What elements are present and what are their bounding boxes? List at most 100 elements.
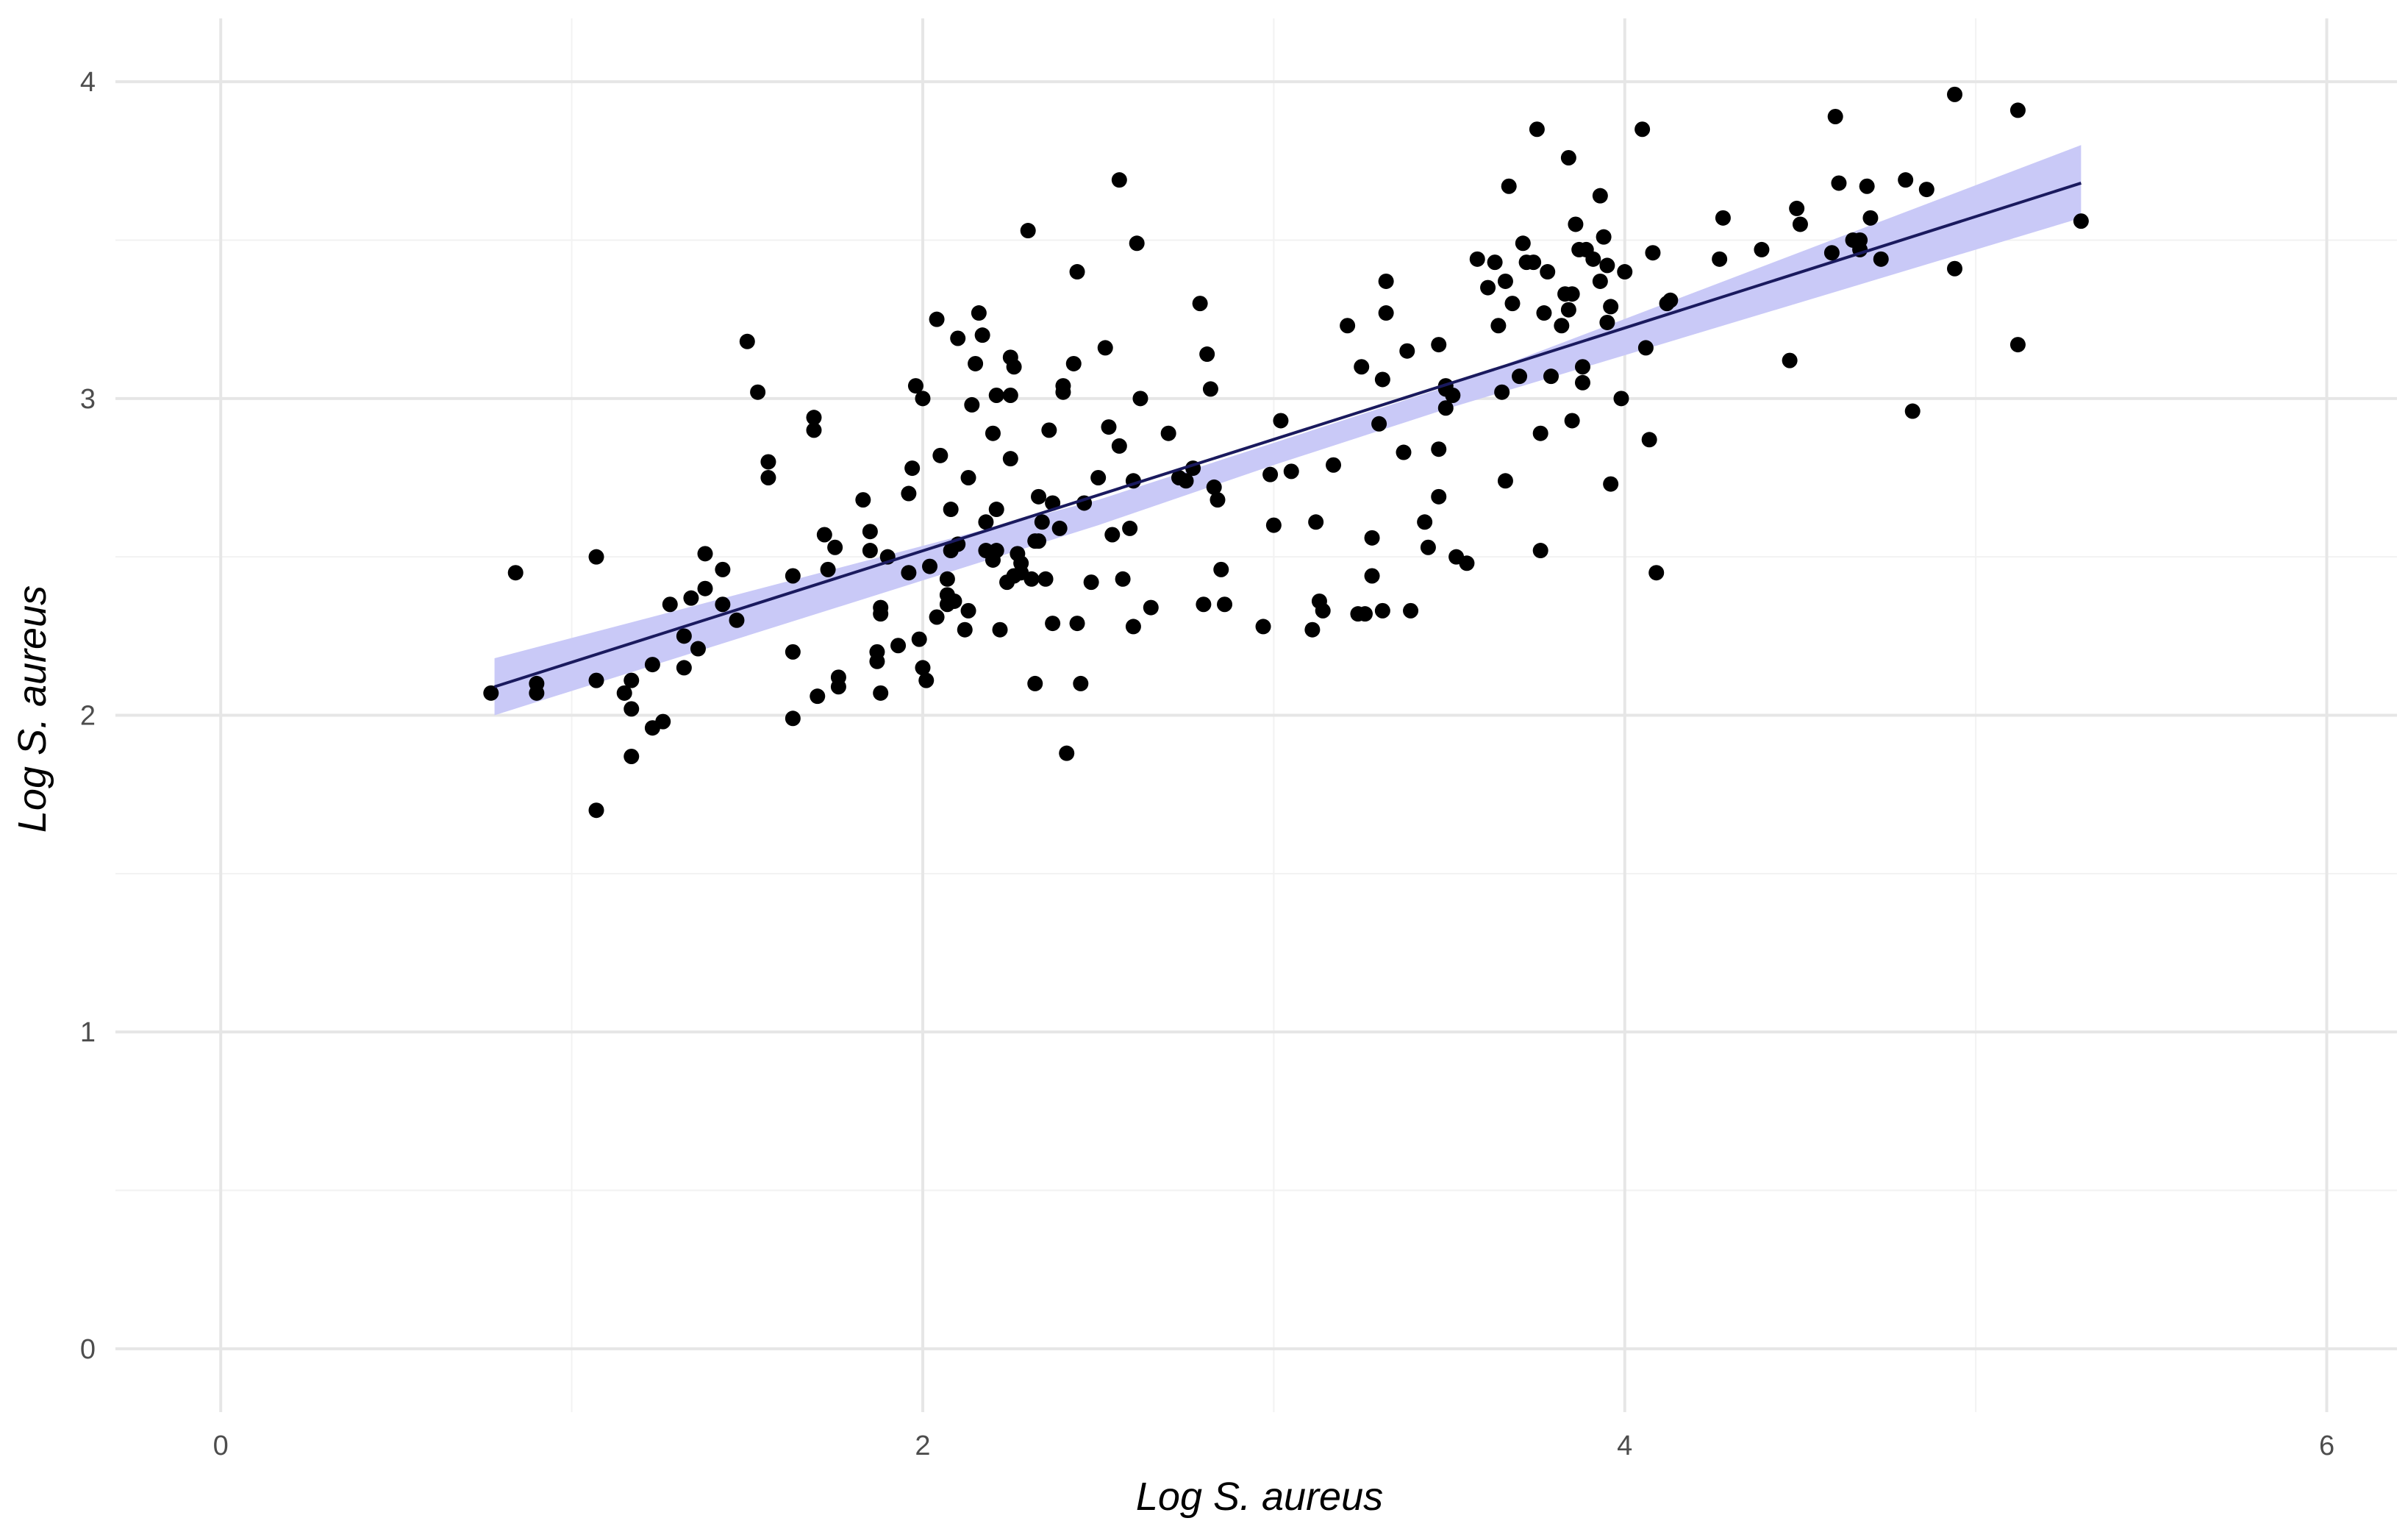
y-tick-label: 1	[80, 1017, 96, 1048]
data-point	[1596, 229, 1612, 245]
data-point	[992, 621, 1008, 638]
data-point	[1560, 150, 1576, 165]
data-point	[1501, 178, 1517, 194]
data-point	[1374, 602, 1390, 619]
data-point	[1946, 86, 1962, 102]
data-point	[760, 454, 776, 470]
data-point	[507, 565, 524, 581]
data-point	[1789, 200, 1805, 216]
data-point	[929, 609, 945, 625]
data-point	[1560, 302, 1576, 318]
data-point	[1111, 438, 1127, 454]
data-point	[1497, 473, 1513, 489]
data-point	[1540, 264, 1556, 280]
data-point	[785, 710, 801, 727]
data-point	[1023, 571, 1040, 587]
data-point	[890, 638, 907, 654]
data-point	[1782, 352, 1798, 368]
data-point	[1603, 476, 1619, 492]
data-point	[862, 524, 878, 540]
data-point	[932, 447, 948, 463]
data-point	[1431, 441, 1447, 457]
data-point	[1020, 223, 1036, 239]
data-point	[960, 602, 976, 619]
y-axis-ticks: 0 1 2 3 4	[80, 67, 96, 1365]
data-point	[1217, 596, 1233, 613]
data-point	[1603, 299, 1619, 315]
data-point	[1617, 264, 1633, 280]
y-tick-label: 2	[80, 701, 96, 732]
x-tick-label: 0	[213, 1431, 229, 1461]
data-point	[901, 485, 917, 502]
data-point	[964, 396, 980, 413]
data-point	[1192, 296, 1208, 312]
data-point	[1129, 235, 1145, 252]
data-point	[624, 701, 640, 717]
data-point	[1504, 296, 1521, 312]
data-point	[624, 748, 640, 764]
data-point	[1543, 368, 1560, 385]
data-point	[1564, 286, 1580, 302]
data-point	[915, 660, 931, 676]
data-point	[1490, 318, 1507, 334]
x-axis-title: Log S. aureus	[1136, 1475, 1383, 1519]
data-point	[1069, 616, 1085, 632]
data-point	[697, 580, 713, 596]
data-point	[1592, 188, 1608, 204]
data-point	[806, 410, 822, 426]
data-point	[785, 568, 801, 584]
data-point	[729, 612, 745, 628]
data-point	[1002, 388, 1018, 404]
data-point	[988, 502, 1004, 518]
data-point	[873, 606, 889, 622]
data-point	[1662, 292, 1679, 308]
data-point	[588, 802, 604, 819]
data-point	[943, 502, 959, 518]
data-point	[1469, 251, 1485, 267]
data-point	[655, 713, 671, 730]
data-point	[1178, 473, 1194, 489]
data-point	[1445, 388, 1461, 404]
data-point	[1199, 346, 1215, 363]
data-point	[1946, 260, 1962, 277]
data-point	[988, 388, 1004, 404]
data-point	[988, 543, 1004, 559]
data-point	[1255, 619, 1271, 635]
data-point	[1034, 514, 1050, 530]
data-point	[1585, 251, 1601, 267]
data-point	[1073, 675, 1089, 691]
data-point	[529, 685, 545, 701]
x-tick-label: 2	[915, 1431, 930, 1461]
data-point	[901, 565, 917, 581]
data-point	[676, 660, 692, 676]
data-point	[978, 514, 994, 530]
regression-line	[493, 182, 2082, 688]
data-point	[1715, 210, 1731, 226]
data-point	[1792, 216, 1808, 232]
data-point	[1648, 565, 1665, 581]
data-point	[830, 669, 846, 685]
data-point	[1104, 527, 1121, 543]
data-point	[806, 422, 822, 438]
data-point	[1417, 514, 1433, 530]
data-point	[1304, 621, 1321, 638]
data-point	[939, 571, 955, 587]
data-point	[1712, 251, 1728, 267]
data-point	[915, 391, 931, 407]
data-point	[715, 561, 731, 577]
data-point	[820, 561, 836, 577]
data-point	[1574, 374, 1590, 391]
data-point	[1512, 368, 1528, 385]
data-point	[1273, 413, 1289, 429]
data-point	[2009, 102, 2026, 118]
data-point	[1262, 466, 1279, 482]
data-point	[1859, 178, 1875, 194]
data-point	[1497, 273, 1513, 289]
data-point	[1641, 432, 1657, 448]
data-point	[1645, 245, 1661, 261]
data-point	[2073, 213, 2089, 229]
data-point	[1374, 371, 1390, 388]
data-point	[1206, 479, 1222, 495]
data-point	[1898, 172, 1914, 188]
data-point	[1487, 254, 1503, 271]
